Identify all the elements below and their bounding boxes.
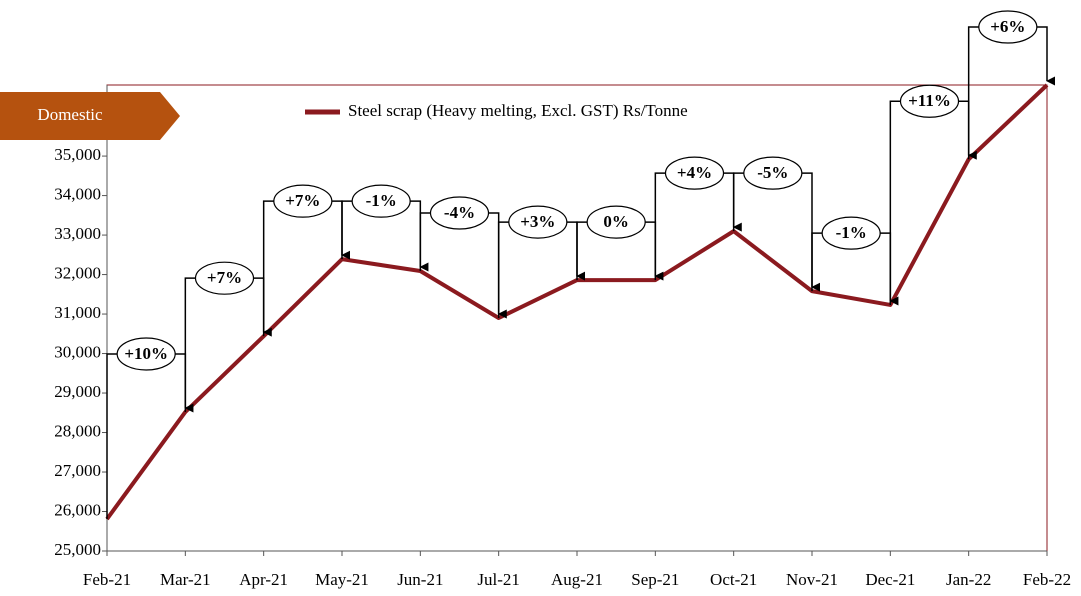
legend-label: Steel scrap (Heavy melting, Excl. GST) R… xyxy=(348,101,688,120)
y-tick-label: 31,000 xyxy=(54,303,101,322)
annotation-label: +7% xyxy=(207,268,242,287)
annotation-oval xyxy=(508,205,568,239)
x-tick-label: Feb-22 xyxy=(1023,570,1071,589)
x-tick-label: Mar-21 xyxy=(160,570,211,589)
annotation-oval xyxy=(351,184,411,218)
annotation-oval xyxy=(586,205,646,239)
x-tick-label: Aug-21 xyxy=(551,570,603,589)
annotation-oval xyxy=(899,84,960,118)
y-tick-label: 32,000 xyxy=(54,263,101,282)
annotation-oval xyxy=(273,184,333,218)
x-tick-label: Feb-21 xyxy=(83,570,131,589)
annotation-label: +10% xyxy=(124,344,168,363)
y-tick-label: 25,000 xyxy=(54,540,101,559)
x-tick-label: Nov-21 xyxy=(786,570,838,589)
x-tick-label: Oct-21 xyxy=(710,570,757,589)
x-tick-label: Dec-21 xyxy=(865,570,915,589)
annotation-label: 0% xyxy=(603,212,629,231)
y-tick-label: 33,000 xyxy=(54,224,101,243)
annotation-oval xyxy=(978,10,1038,44)
tag-label: Domestic xyxy=(37,105,103,124)
x-tick-label: May-21 xyxy=(315,570,369,589)
annotation-label: +11% xyxy=(908,91,951,110)
annotation-label: -1% xyxy=(366,191,397,210)
annotation-oval xyxy=(664,156,725,190)
y-tick-label: 26,000 xyxy=(54,500,101,519)
y-tick-label: 27,000 xyxy=(54,461,101,480)
annotation-label: -5% xyxy=(757,163,788,182)
x-tick-label: Jun-21 xyxy=(397,570,443,589)
annotation-bracket xyxy=(732,172,821,292)
annotation-oval xyxy=(194,261,255,295)
annotation-bracket xyxy=(106,353,194,520)
annotation-bracket xyxy=(889,100,977,305)
y-tick-label: 34,000 xyxy=(54,184,101,203)
x-tick-label: Apr-21 xyxy=(239,570,288,589)
tag-shape xyxy=(0,92,180,140)
annotation-oval xyxy=(116,337,176,371)
plot-border xyxy=(106,84,1048,552)
y-tick-label: 30,000 xyxy=(54,342,101,361)
annotation-label: -4% xyxy=(444,203,475,222)
annotation-bracket xyxy=(967,26,1056,160)
x-tick-label: Sep-21 xyxy=(631,570,679,589)
annotation-oval xyxy=(821,216,881,250)
annotation-label: +3% xyxy=(520,212,555,231)
annotation-label: +7% xyxy=(285,191,320,210)
line-series xyxy=(105,83,1049,521)
annotation-oval xyxy=(743,156,803,190)
y-tick-label: 29,000 xyxy=(54,382,101,401)
annotation-label: -1% xyxy=(836,223,867,242)
annotation-oval xyxy=(429,196,490,230)
y-tick-label: 28,000 xyxy=(54,421,101,440)
x-tick-label: Jan-22 xyxy=(946,570,991,589)
x-tick-label: Jul-21 xyxy=(477,570,520,589)
y-tick-label: 35,000 xyxy=(54,145,101,164)
annotation-label: +6% xyxy=(990,17,1025,36)
annotation-label: +4% xyxy=(677,163,712,182)
